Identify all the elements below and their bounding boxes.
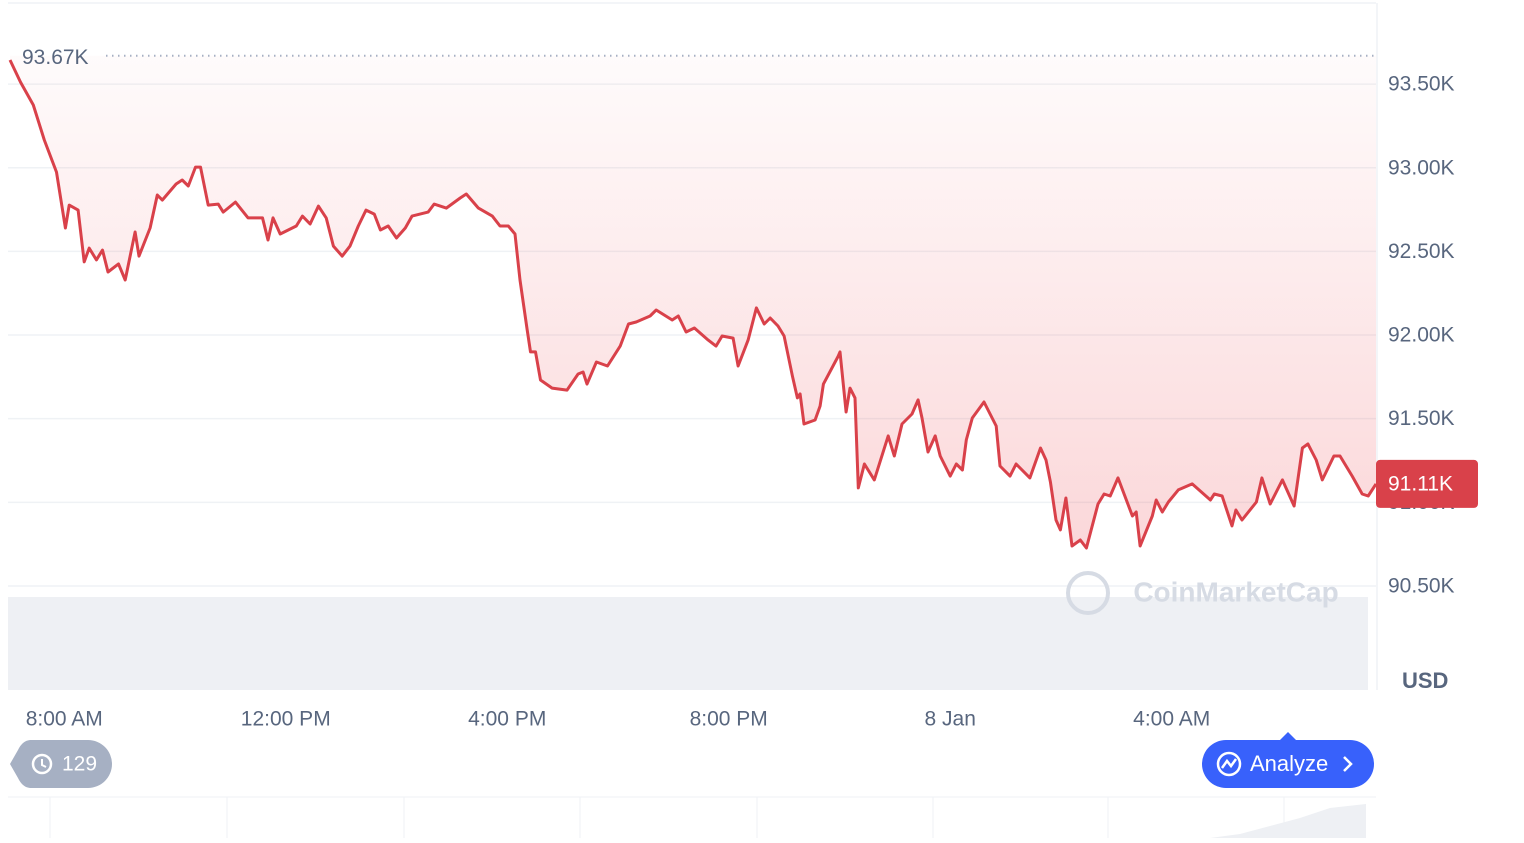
analyze-button-bg[interactable] [1202,740,1374,788]
analyze-icon [1220,758,1238,769]
chevron [1343,756,1353,772]
y-tick-label: 93.00K [1388,156,1455,179]
history-count: 129 [62,753,97,776]
watermark-logo [1066,571,1110,615]
history-icon [41,759,47,768]
navigator-area [1210,804,1366,838]
analyze-button[interactable]: Analyze [1202,732,1374,788]
history-pill-bg[interactable] [10,740,112,788]
y-tick-label: 91.50K [1388,407,1455,430]
x-tick-label: 12:00 PM [241,708,331,731]
price-line [8,59,1378,550]
history-pill[interactable]: 129 [10,740,112,788]
last-price-label: 91.11K [1388,472,1453,495]
volume-area [8,597,1368,690]
x-tick-label: 4:00 AM [1133,708,1210,731]
navigator [8,796,1376,838]
y-tick-label: 93.50K [1388,73,1455,96]
y-tick-label: 92.50K [1388,240,1455,263]
x-tick-label: 8:00 AM [26,708,103,731]
x-tick-label: 8:00 PM [690,708,768,731]
history-icon [31,753,53,775]
analyze-label: Analyze [1250,751,1328,776]
area-fill [10,55,1376,548]
y-tick-label: 90.50K [1388,575,1455,598]
x-tick-label: 8 Jan [925,708,976,731]
last-price-tag [1376,459,1478,508]
y-tick-label: 92.00K [1388,324,1455,347]
x-tick-label: 4:00 PM [468,708,546,731]
watermark: CoinMarketCap [1133,576,1338,607]
reference-label: 93.67K [22,46,89,69]
analyze-icon [1216,751,1242,777]
pointer [1280,732,1296,740]
y-axis-label: USD [1402,668,1448,693]
